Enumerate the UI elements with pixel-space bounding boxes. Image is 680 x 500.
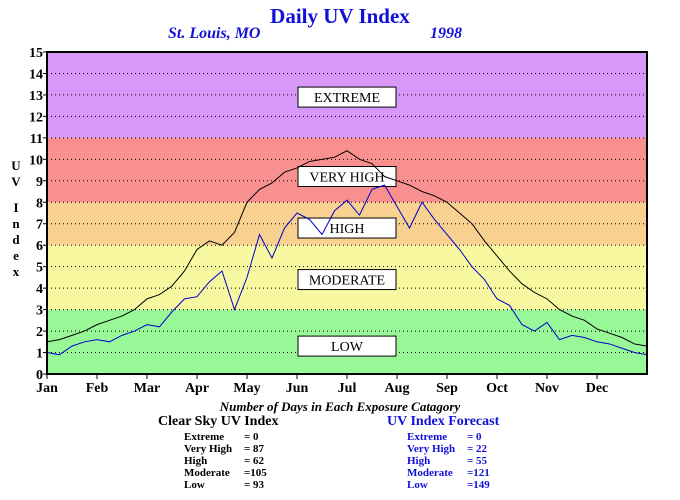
forecast-row: Low =149 (407, 479, 490, 491)
y-tick-label: 14 (29, 67, 43, 82)
chart-location: St. Louis, MO (168, 25, 261, 42)
y-tick-label: 3 (36, 304, 43, 319)
forecast-line (46, 184, 648, 356)
y-tick-label: 2 (36, 325, 43, 340)
x-tick-label: Dec (586, 381, 609, 396)
clear-sky-row: Low = 93 (184, 479, 265, 491)
y-tick-label: 6 (36, 239, 43, 254)
band-label-box (297, 335, 397, 357)
y-tick-label: 13 (29, 89, 43, 104)
x-tick-label: Jun (286, 381, 309, 396)
y-tick-label: 8 (36, 196, 43, 211)
y-tick-label: 7 (36, 218, 43, 233)
band-label-box (297, 269, 397, 291)
forecast-row: High = 55 (407, 455, 488, 467)
x-tick-label: Jan (36, 381, 58, 396)
exposure-caption: Number of Days in Each Exposure Catagory (219, 399, 461, 414)
clear-sky-table: Clear Sky UV Index Extreme = 0 Very High =… (158, 414, 278, 491)
clear-sky-row: Extreme = 0 (184, 431, 259, 443)
y-tick-label: 10 (29, 153, 43, 168)
band-label-box (297, 166, 397, 188)
y-tick-label: 5 (36, 261, 43, 276)
forecast-row: Very High = 22 (407, 443, 488, 455)
forecast-table: UV Index Forecast Extreme = 0 Very High = … (387, 414, 499, 491)
x-tick-label: Mar (134, 381, 160, 396)
y-tick-label: 1 (36, 347, 43, 362)
forecast-heading: UV Index Forecast (387, 414, 500, 429)
y-tick-label: 11 (30, 132, 43, 147)
clear-sky-row: Very High = 87 (184, 443, 265, 455)
x-tick-label: Aug (385, 381, 410, 396)
y-tick-label: 15 (29, 46, 43, 61)
x-tick-label: Feb (86, 381, 109, 396)
y-tick-label: 0 (36, 368, 43, 383)
forecast-row: Moderate =121 (407, 467, 490, 479)
band-label: MODERATE (309, 274, 385, 289)
chart-year: 1998 (430, 25, 462, 42)
band-label-box (297, 86, 397, 108)
x-tick-label: Nov (535, 381, 559, 396)
x-tick-label: Jul (338, 381, 357, 396)
band-label: EXTREME (314, 91, 380, 106)
clear-sky-line (46, 150, 648, 347)
x-tick-label: Apr (185, 381, 209, 396)
y-tick-label: 12 (29, 110, 43, 125)
y-tick-label: 4 (36, 282, 43, 297)
chart-title: Daily UV Index (270, 4, 410, 28)
band-label: HIGH (330, 222, 365, 237)
clear-sky-row: Moderate =105 (184, 467, 267, 479)
band-label: LOW (331, 340, 364, 355)
forecast-row: Extreme = 0 (407, 431, 482, 443)
clear-sky-heading: Clear Sky UV Index (158, 414, 279, 429)
x-tick-label: Oct (486, 381, 508, 396)
band-label: VERY HIGH (309, 171, 384, 186)
x-tick-label: May (233, 381, 260, 396)
y-tick-label: 9 (36, 175, 43, 190)
clear-sky-row: High = 62 (184, 455, 265, 467)
x-tick-label: Sep (436, 381, 458, 396)
